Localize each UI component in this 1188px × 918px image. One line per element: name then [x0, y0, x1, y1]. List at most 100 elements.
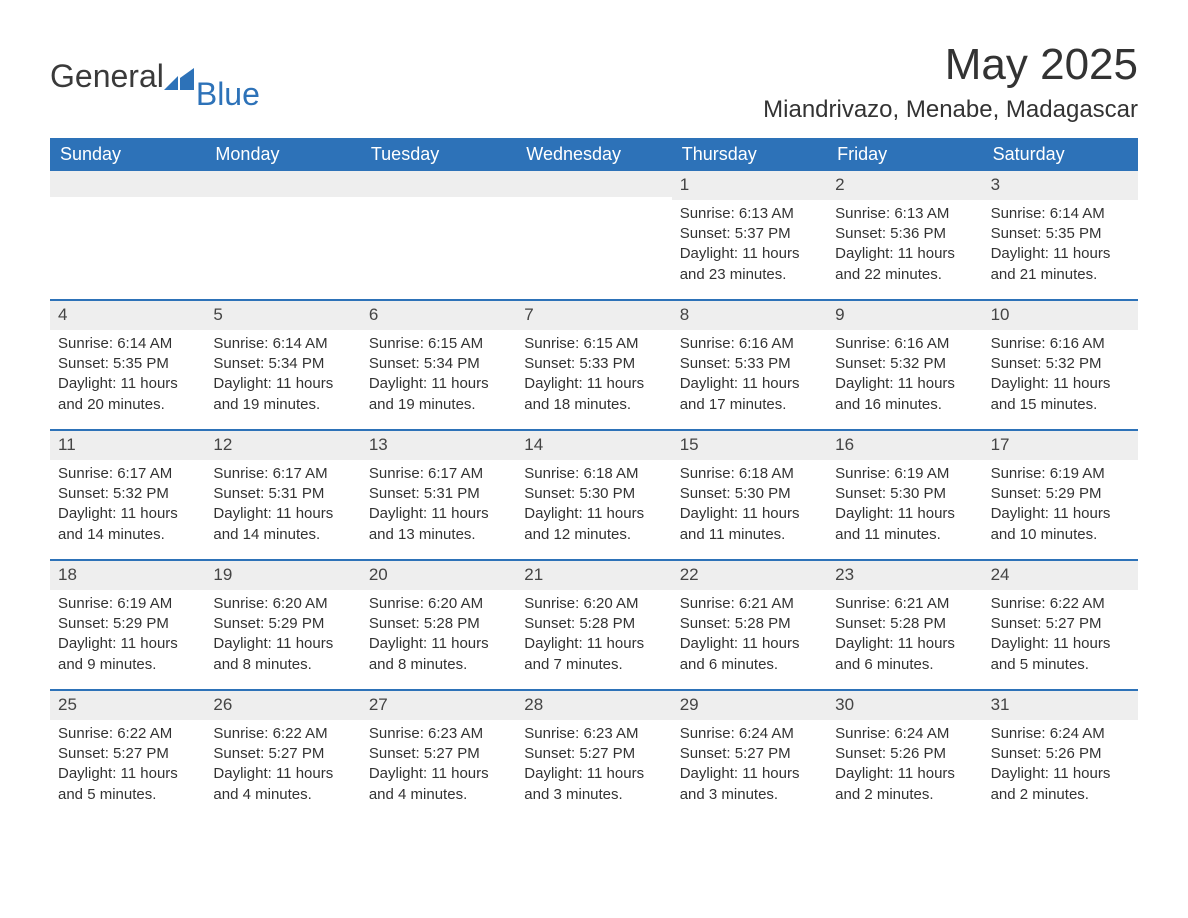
- day-body: Sunrise: 6:16 AMSunset: 5:33 PMDaylight:…: [672, 330, 827, 423]
- sunset-line: Sunset: 5:36 PM: [835, 224, 974, 244]
- sunset-line: Sunset: 5:29 PM: [213, 614, 352, 634]
- day-number: 8: [672, 301, 827, 330]
- sunset-line: Sunset: 5:27 PM: [991, 614, 1130, 634]
- day-body: Sunrise: 6:13 AMSunset: 5:36 PMDaylight:…: [827, 200, 982, 293]
- brand-mark-icon: [164, 68, 194, 90]
- sunrise-line: Sunrise: 6:21 AM: [680, 594, 819, 614]
- day-number: 13: [361, 431, 516, 460]
- daylight-line: Daylight: 11 hours and 3 minutes.: [524, 764, 663, 805]
- dow-saturday: Saturday: [983, 138, 1138, 171]
- sunrise-line: Sunrise: 6:20 AM: [524, 594, 663, 614]
- day-cell: 24Sunrise: 6:22 AMSunset: 5:27 PMDayligh…: [983, 561, 1138, 689]
- day-body: Sunrise: 6:17 AMSunset: 5:31 PMDaylight:…: [361, 460, 516, 553]
- day-body: Sunrise: 6:24 AMSunset: 5:26 PMDaylight:…: [827, 720, 982, 813]
- day-cell: 11Sunrise: 6:17 AMSunset: 5:32 PMDayligh…: [50, 431, 205, 559]
- day-cell: 27Sunrise: 6:23 AMSunset: 5:27 PMDayligh…: [361, 691, 516, 819]
- day-of-week-header: SundayMondayTuesdayWednesdayThursdayFrid…: [50, 138, 1138, 171]
- sunrise-line: Sunrise: 6:17 AM: [213, 464, 352, 484]
- week-row: 1Sunrise: 6:13 AMSunset: 5:37 PMDaylight…: [50, 171, 1138, 299]
- sunset-line: Sunset: 5:27 PM: [213, 744, 352, 764]
- day-cell: 18Sunrise: 6:19 AMSunset: 5:29 PMDayligh…: [50, 561, 205, 689]
- sunrise-line: Sunrise: 6:17 AM: [369, 464, 508, 484]
- day-cell: 15Sunrise: 6:18 AMSunset: 5:30 PMDayligh…: [672, 431, 827, 559]
- sunset-line: Sunset: 5:29 PM: [991, 484, 1130, 504]
- daylight-line: Daylight: 11 hours and 11 minutes.: [835, 504, 974, 545]
- day-body: Sunrise: 6:20 AMSunset: 5:28 PMDaylight:…: [516, 590, 671, 683]
- day-body: Sunrise: 6:20 AMSunset: 5:29 PMDaylight:…: [205, 590, 360, 683]
- day-body: Sunrise: 6:19 AMSunset: 5:30 PMDaylight:…: [827, 460, 982, 553]
- day-number: 12: [205, 431, 360, 460]
- sunset-line: Sunset: 5:35 PM: [58, 354, 197, 374]
- day-cell: 22Sunrise: 6:21 AMSunset: 5:28 PMDayligh…: [672, 561, 827, 689]
- day-cell: 23Sunrise: 6:21 AMSunset: 5:28 PMDayligh…: [827, 561, 982, 689]
- location-subtitle: Miandrivazo, Menabe, Madagascar: [763, 96, 1138, 124]
- empty-day-header: [516, 171, 671, 197]
- day-cell: 9Sunrise: 6:16 AMSunset: 5:32 PMDaylight…: [827, 301, 982, 429]
- day-cell: 31Sunrise: 6:24 AMSunset: 5:26 PMDayligh…: [983, 691, 1138, 819]
- day-body: Sunrise: 6:15 AMSunset: 5:33 PMDaylight:…: [516, 330, 671, 423]
- day-number: 9: [827, 301, 982, 330]
- sunset-line: Sunset: 5:28 PM: [524, 614, 663, 634]
- sunrise-line: Sunrise: 6:24 AM: [680, 724, 819, 744]
- daylight-line: Daylight: 11 hours and 5 minutes.: [58, 764, 197, 805]
- sunrise-line: Sunrise: 6:23 AM: [369, 724, 508, 744]
- daylight-line: Daylight: 11 hours and 2 minutes.: [835, 764, 974, 805]
- day-body: Sunrise: 6:13 AMSunset: 5:37 PMDaylight:…: [672, 200, 827, 293]
- daylight-line: Daylight: 11 hours and 8 minutes.: [213, 634, 352, 675]
- day-cell: 7Sunrise: 6:15 AMSunset: 5:33 PMDaylight…: [516, 301, 671, 429]
- day-body: Sunrise: 6:16 AMSunset: 5:32 PMDaylight:…: [983, 330, 1138, 423]
- sunrise-line: Sunrise: 6:16 AM: [835, 334, 974, 354]
- day-body: Sunrise: 6:22 AMSunset: 5:27 PMDaylight:…: [205, 720, 360, 813]
- sunrise-line: Sunrise: 6:20 AM: [213, 594, 352, 614]
- day-cell: 6Sunrise: 6:15 AMSunset: 5:34 PMDaylight…: [361, 301, 516, 429]
- sunrise-line: Sunrise: 6:19 AM: [58, 594, 197, 614]
- day-number: 27: [361, 691, 516, 720]
- day-number: 10: [983, 301, 1138, 330]
- sunset-line: Sunset: 5:37 PM: [680, 224, 819, 244]
- daylight-line: Daylight: 11 hours and 11 minutes.: [680, 504, 819, 545]
- day-body: Sunrise: 6:19 AMSunset: 5:29 PMDaylight:…: [983, 460, 1138, 553]
- day-cell: 3Sunrise: 6:14 AMSunset: 5:35 PMDaylight…: [983, 171, 1138, 299]
- sunrise-line: Sunrise: 6:14 AM: [991, 204, 1130, 224]
- sunset-line: Sunset: 5:32 PM: [991, 354, 1130, 374]
- sunset-line: Sunset: 5:27 PM: [680, 744, 819, 764]
- day-number: 6: [361, 301, 516, 330]
- daylight-line: Daylight: 11 hours and 4 minutes.: [213, 764, 352, 805]
- daylight-line: Daylight: 11 hours and 19 minutes.: [213, 374, 352, 415]
- sunrise-line: Sunrise: 6:19 AM: [991, 464, 1130, 484]
- daylight-line: Daylight: 11 hours and 16 minutes.: [835, 374, 974, 415]
- day-cell: 29Sunrise: 6:24 AMSunset: 5:27 PMDayligh…: [672, 691, 827, 819]
- sunrise-line: Sunrise: 6:23 AM: [524, 724, 663, 744]
- day-number: 22: [672, 561, 827, 590]
- day-cell: 25Sunrise: 6:22 AMSunset: 5:27 PMDayligh…: [50, 691, 205, 819]
- sunset-line: Sunset: 5:28 PM: [369, 614, 508, 634]
- day-body: Sunrise: 6:18 AMSunset: 5:30 PMDaylight:…: [516, 460, 671, 553]
- day-number: 18: [50, 561, 205, 590]
- brand-word-2: Blue: [196, 76, 260, 113]
- day-number: 20: [361, 561, 516, 590]
- day-number: 23: [827, 561, 982, 590]
- day-body: Sunrise: 6:14 AMSunset: 5:35 PMDaylight:…: [50, 330, 205, 423]
- dow-monday: Monday: [205, 138, 360, 171]
- day-body: Sunrise: 6:20 AMSunset: 5:28 PMDaylight:…: [361, 590, 516, 683]
- daylight-line: Daylight: 11 hours and 14 minutes.: [213, 504, 352, 545]
- sunset-line: Sunset: 5:32 PM: [58, 484, 197, 504]
- sunrise-line: Sunrise: 6:16 AM: [680, 334, 819, 354]
- daylight-line: Daylight: 11 hours and 10 minutes.: [991, 504, 1130, 545]
- day-body: Sunrise: 6:22 AMSunset: 5:27 PMDaylight:…: [983, 590, 1138, 683]
- day-cell: 8Sunrise: 6:16 AMSunset: 5:33 PMDaylight…: [672, 301, 827, 429]
- day-cell: 19Sunrise: 6:20 AMSunset: 5:29 PMDayligh…: [205, 561, 360, 689]
- day-number: 14: [516, 431, 671, 460]
- day-body: Sunrise: 6:17 AMSunset: 5:32 PMDaylight:…: [50, 460, 205, 553]
- day-number: 15: [672, 431, 827, 460]
- day-cell: 21Sunrise: 6:20 AMSunset: 5:28 PMDayligh…: [516, 561, 671, 689]
- day-number: 3: [983, 171, 1138, 200]
- day-number: 5: [205, 301, 360, 330]
- empty-day-header: [361, 171, 516, 197]
- sunrise-line: Sunrise: 6:14 AM: [58, 334, 197, 354]
- page-header: General Blue May 2025 Miandrivazo, Menab…: [50, 40, 1138, 124]
- day-body: Sunrise: 6:18 AMSunset: 5:30 PMDaylight:…: [672, 460, 827, 553]
- day-number: 28: [516, 691, 671, 720]
- day-number: 4: [50, 301, 205, 330]
- day-cell: 14Sunrise: 6:18 AMSunset: 5:30 PMDayligh…: [516, 431, 671, 559]
